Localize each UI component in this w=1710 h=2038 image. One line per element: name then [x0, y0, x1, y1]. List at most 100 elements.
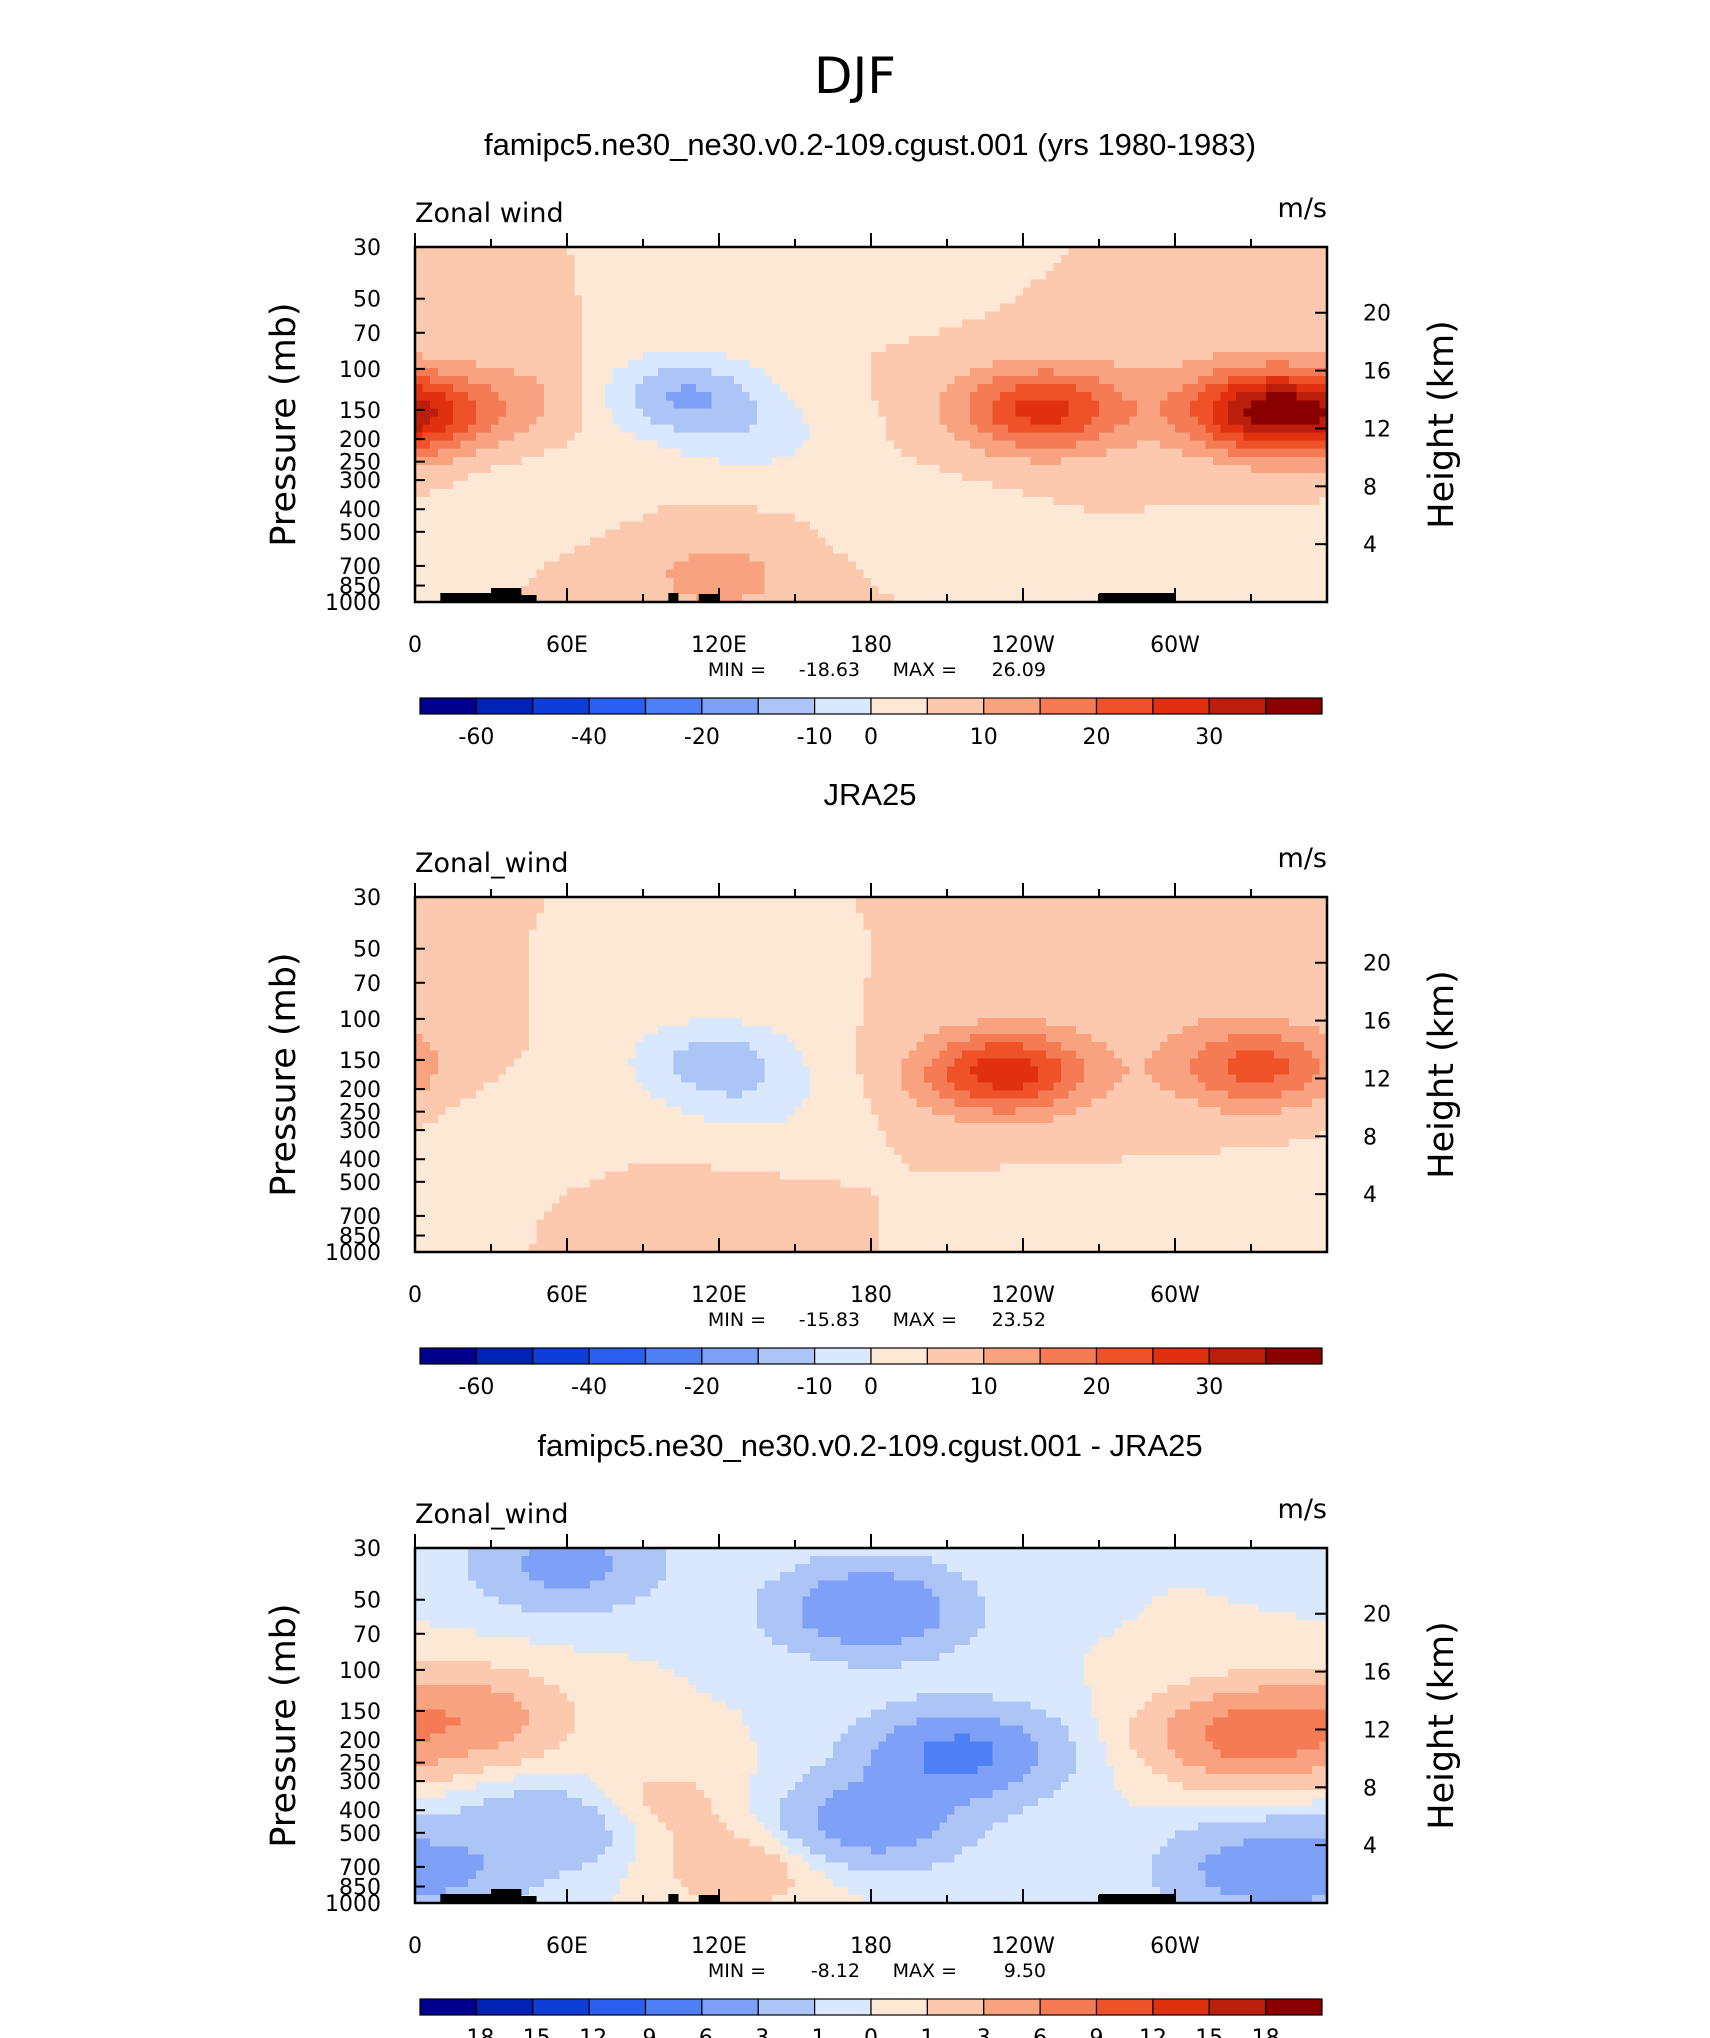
field-cell — [893, 303, 902, 313]
field-cell — [559, 247, 568, 256]
field-cell — [909, 448, 918, 458]
field-cell — [924, 464, 933, 474]
field-cell — [817, 513, 826, 522]
field-cell — [1281, 295, 1290, 305]
field-cell — [848, 247, 857, 256]
field-cell — [1175, 521, 1184, 530]
field-cell — [1167, 400, 1176, 409]
field-cell — [665, 440, 674, 450]
field-cell — [1023, 424, 1032, 434]
field-cell — [1228, 464, 1237, 474]
field-cell — [1235, 464, 1244, 474]
field-cell — [1167, 295, 1176, 305]
field-cell — [521, 279, 530, 288]
field-cell — [947, 263, 956, 272]
field-cell — [1273, 505, 1282, 514]
field-cell — [513, 569, 522, 579]
field-cell — [1030, 368, 1039, 377]
field-cell — [886, 521, 895, 530]
field-cell — [589, 432, 598, 442]
field-cell — [741, 561, 750, 571]
field-cell — [719, 368, 728, 377]
field-cell — [741, 448, 750, 458]
field-cell — [506, 359, 515, 369]
field-cell — [1243, 392, 1252, 401]
field-cell — [468, 335, 477, 345]
field-cell — [521, 432, 530, 442]
field-cell — [764, 335, 773, 345]
field-cell — [1220, 537, 1229, 547]
field-cell — [1205, 368, 1214, 377]
field-cell — [567, 521, 576, 530]
field-cell — [977, 456, 986, 466]
field-cell — [848, 335, 857, 345]
field-cell — [1137, 335, 1146, 345]
field-cell — [772, 384, 781, 393]
field-cell — [855, 351, 864, 361]
field-cell — [909, 279, 918, 288]
field-cell — [1068, 569, 1077, 579]
field-cell — [1197, 408, 1206, 418]
field-cell — [1144, 416, 1153, 426]
field-cell — [1000, 311, 1009, 321]
field-cell — [1213, 384, 1222, 393]
field-cell — [1205, 303, 1214, 313]
field-cell — [1197, 311, 1206, 321]
field-cell — [1000, 384, 1009, 393]
field-cell — [1007, 376, 1016, 385]
field-cell — [567, 335, 576, 345]
field-cell — [1159, 384, 1168, 393]
field-cell — [1137, 545, 1146, 555]
field-cell — [430, 416, 439, 426]
field-cell — [795, 255, 804, 264]
field-cell — [536, 263, 545, 272]
field-cell — [1152, 279, 1161, 288]
field-cell — [719, 561, 728, 571]
field-cell — [453, 577, 462, 587]
field-cell — [810, 263, 819, 272]
field-cell — [1235, 456, 1244, 466]
field-cell — [422, 263, 431, 272]
field-cell — [1076, 408, 1085, 418]
field-cell — [1220, 561, 1229, 571]
field-cell — [498, 521, 507, 530]
field-cell — [795, 368, 804, 377]
field-cell — [498, 359, 507, 369]
field-cell — [848, 489, 857, 498]
field-cell — [1235, 569, 1244, 579]
field-cell — [1015, 569, 1024, 579]
field-cell — [848, 513, 857, 522]
field-cell — [673, 497, 682, 506]
field-cell — [726, 464, 735, 474]
field-cell — [513, 351, 522, 361]
field-cell — [1106, 440, 1115, 450]
field-cell — [1076, 295, 1085, 305]
field-cell — [954, 448, 963, 458]
field-cell — [1091, 287, 1100, 297]
field-cell — [893, 408, 902, 418]
field-cell — [415, 392, 424, 401]
field-cell — [1137, 432, 1146, 442]
field-cell — [445, 295, 454, 305]
field-cell — [483, 303, 492, 313]
field-cell — [1251, 295, 1260, 305]
field-cell — [1197, 456, 1206, 466]
field-cell — [1023, 359, 1032, 369]
field-cell — [460, 351, 469, 361]
field-cell — [559, 368, 568, 377]
field-cell — [1258, 247, 1267, 256]
field-cell — [1266, 408, 1275, 418]
field-cell — [954, 513, 963, 522]
field-cell — [1319, 255, 1328, 264]
field-cell — [977, 529, 986, 539]
field-cell — [475, 448, 484, 458]
field-cell — [901, 529, 910, 539]
field-cell — [681, 521, 690, 530]
field-cell — [947, 368, 956, 377]
field-cell — [1304, 416, 1313, 426]
field-cell — [795, 279, 804, 288]
field-cell — [1038, 472, 1047, 482]
field-cell — [605, 335, 614, 345]
field-cell — [734, 359, 743, 369]
field-cell — [969, 359, 978, 369]
